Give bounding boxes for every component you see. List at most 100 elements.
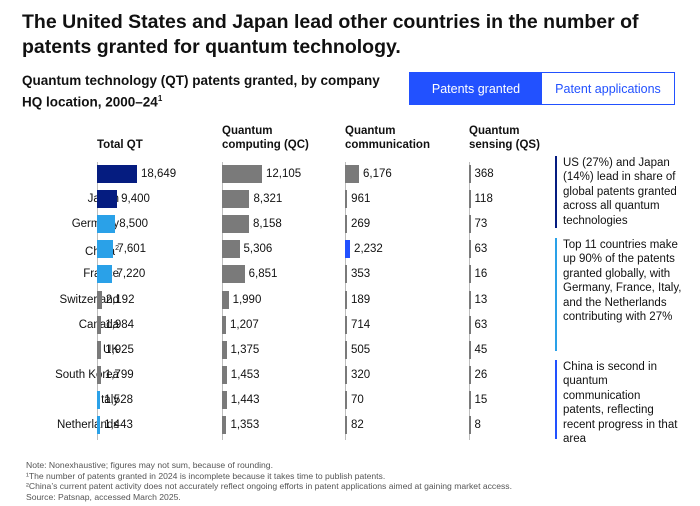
value-label: 961 — [351, 193, 371, 206]
bar-quantum-sensing-qs-germany — [469, 215, 471, 234]
value-label: 63 — [474, 318, 488, 331]
value-label: 2,232 — [354, 243, 383, 256]
patent-applications-tab[interactable]: Patent applications — [542, 73, 674, 104]
value-label: 7,601 — [117, 243, 147, 256]
bar-quantum-sensing-qs-south-korea — [469, 365, 471, 384]
metric-toggle: Patents granted Patent applications — [409, 72, 675, 105]
country-label-italy: Italy — [97, 393, 119, 406]
bar-total-qt-south-korea — [97, 365, 101, 384]
bar-quantum-communication-canada — [345, 315, 347, 334]
value-label: 2,192 — [105, 293, 135, 306]
bar-quantum-computing-qc-canada — [222, 315, 226, 334]
value-label: 118 — [474, 193, 493, 206]
value-label: 26 — [474, 368, 488, 381]
bar-quantum-communication-italy — [345, 390, 347, 409]
bar-quantum-sensing-qs-netherlands — [469, 416, 471, 434]
bar-quantum-communication-switzerland — [345, 290, 347, 309]
value-label: 8 — [474, 419, 481, 431]
value-label: 320 — [351, 368, 371, 381]
value-label: 6,851 — [248, 268, 278, 281]
bar-quantum-computing-qc-germany — [222, 215, 249, 234]
value-label: 505 — [351, 343, 371, 356]
value-label: 189 — [351, 293, 371, 306]
bar-quantum-communication-germany — [345, 215, 347, 234]
value-label: 1,528 — [104, 393, 134, 406]
bar-total-qt-us — [97, 165, 137, 183]
value-label: 13 — [474, 293, 488, 306]
bar-quantum-computing-qc-japan — [222, 190, 250, 209]
bar-quantum-sensing-qs-switzerland — [469, 290, 471, 309]
value-label: 73 — [474, 218, 488, 231]
value-label: 8,158 — [252, 218, 282, 231]
country-label-uk: UK — [103, 343, 119, 356]
bar-quantum-communication-uk — [345, 340, 347, 359]
value-label: 9,400 — [121, 193, 150, 206]
bar-quantum-computing-qc-netherlands — [222, 416, 227, 434]
bar-quantum-sensing-qs-canada — [469, 315, 471, 334]
subtitle-text: Quantum technology (QT) patents granted,… — [22, 73, 380, 110]
bar-quantum-communication-japan — [345, 190, 348, 209]
bar-quantum-communication-south-korea — [345, 365, 347, 384]
patents-granted-tab[interactable]: Patents granted — [410, 73, 542, 104]
value-label: 7,220 — [116, 268, 146, 281]
bar-quantum-computing-qc-france — [222, 265, 245, 284]
callout-top-11: Top 11 countries make up 90% of the pate… — [555, 238, 683, 351]
bar-total-qt-italy — [97, 390, 101, 409]
footnote-note: Note: Nonexhaustive; figures may not sum… — [26, 460, 273, 470]
bar-quantum-communication-us — [345, 165, 359, 183]
footnote-source: Source: Patsnap, accessed March 2025. — [26, 491, 181, 502]
value-label: 16 — [474, 268, 488, 281]
bar-quantum-computing-qc-china — [222, 240, 240, 259]
value-label: 45 — [474, 343, 488, 356]
value-label: 368 — [474, 168, 494, 180]
bar-total-qt-japan — [97, 190, 118, 209]
bar-quantum-sensing-qs-uk — [469, 340, 471, 359]
bar-quantum-sensing-qs-japan — [469, 190, 471, 209]
bar-quantum-sensing-qs-italy — [469, 390, 471, 409]
value-label: 1,443 — [230, 393, 260, 406]
country-label-south-korea: South Korea — [55, 368, 119, 381]
chart-subtitle: Quantum technology (QT) patents granted,… — [22, 72, 382, 112]
value-label: 1,925 — [105, 343, 134, 356]
country-label-canada: Canada — [20, 318, 119, 332]
value-label: 8,321 — [253, 193, 283, 206]
bar-quantum-computing-qc-south-korea — [222, 365, 227, 384]
value-label: 82 — [351, 419, 364, 431]
value-label: 269 — [351, 218, 371, 231]
country-footnote-marker: 2 — [115, 245, 119, 253]
value-label: 1,990 — [232, 293, 262, 306]
bar-quantum-computing-qc-switzerland — [222, 290, 229, 309]
bar-quantum-computing-qc-uk — [222, 340, 227, 359]
value-label: 63 — [474, 243, 488, 256]
bar-total-qt-germany — [97, 215, 116, 234]
value-label: 70 — [351, 393, 364, 406]
bar-total-qt-canada — [97, 315, 102, 334]
value-label: 1,453 — [230, 368, 260, 381]
bar-quantum-communication-netherlands — [345, 416, 347, 434]
column-header-quantum-communication: Quantum communication — [345, 125, 430, 151]
value-label: 12,105 — [266, 168, 302, 180]
value-label: 714 — [351, 318, 371, 331]
bar-total-qt-switzerland — [97, 290, 102, 309]
column-header-quantum-sensing: Quantum sensing (QS) — [469, 125, 540, 151]
page-title: The United States and Japan lead other c… — [22, 11, 639, 58]
bar-quantum-computing-qc-us — [222, 165, 262, 183]
bar-quantum-computing-qc-italy — [222, 390, 227, 409]
value-label: 6,176 — [363, 168, 392, 180]
column-header-quantum-computing: Quantum computing (QC) — [222, 125, 309, 151]
callout-china: China is second in quantum communication… — [555, 360, 683, 445]
bar-total-qt-netherlands — [97, 416, 101, 434]
value-label: 1,799 — [104, 368, 134, 381]
column-header-total-qt: Total QT — [97, 139, 143, 151]
value-label: 1,375 — [230, 343, 260, 356]
country-label-switzerland: Switzerland — [59, 293, 119, 306]
value-label: 1,443 — [104, 419, 133, 431]
value-label: 5,306 — [243, 243, 273, 256]
bar-quantum-communication-france — [345, 265, 347, 284]
value-label: 1,353 — [230, 419, 260, 431]
value-label: 353 — [351, 268, 371, 281]
bar-total-qt-uk — [97, 340, 102, 359]
bar-total-qt-china — [97, 240, 114, 259]
value-label: 18,649 — [141, 168, 177, 180]
value-label: 1,984 — [105, 318, 135, 331]
